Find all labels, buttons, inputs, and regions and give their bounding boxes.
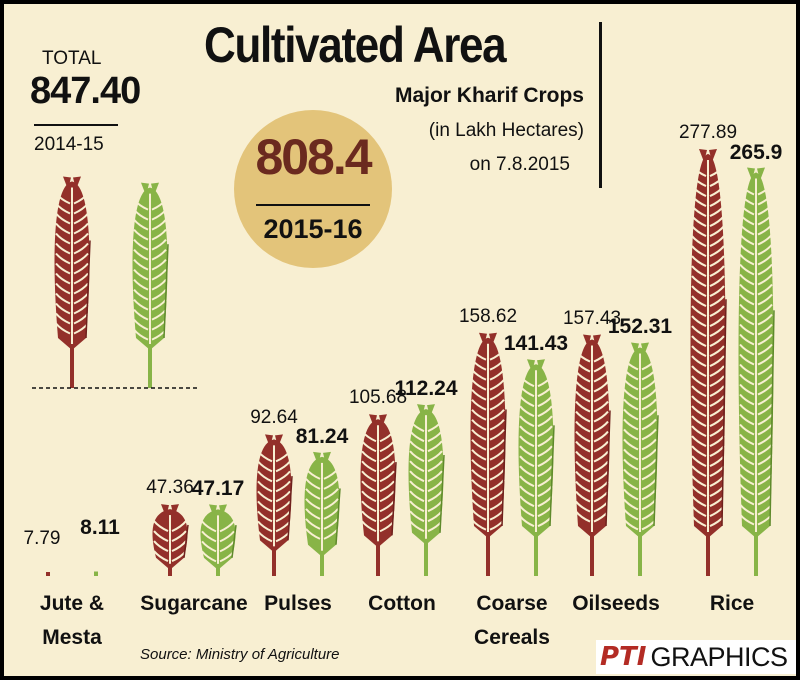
bar-2015-16-4 — [518, 359, 555, 576]
bar-2014-15-6 — [690, 149, 727, 577]
current-total: 808.4 — [255, 129, 372, 185]
value-label-2014-15-1: 47.36 — [146, 477, 194, 499]
legend-spike-2014-15 — [54, 176, 91, 388]
bar-2014-15-1 — [152, 504, 189, 576]
pti-logo-mark: PTI — [600, 642, 647, 672]
bar-2015-16-1 — [200, 504, 237, 576]
category-label-6: Rice — [672, 587, 792, 621]
source-note: Source: Ministry of Agriculture — [140, 646, 340, 663]
value-label-2014-15-0: 7.79 — [23, 528, 61, 549]
value-label-2015-16-3: 112.24 — [394, 377, 458, 401]
category-label-6-line-0: Rice — [709, 592, 755, 615]
category-label-2-line-0: Pulses — [264, 592, 332, 615]
infographic: Cultivated Area Major Kharif Crops (in L… — [4, 4, 796, 676]
value-label-2015-16-5: 152.31 — [607, 315, 673, 339]
bar-2014-15-5 — [574, 334, 611, 576]
value-label-2014-15-6: 277.89 — [678, 122, 738, 144]
as-of-date: on 7.8.2015 — [469, 154, 570, 175]
bar-2015-16-6 — [738, 167, 775, 576]
bar-2015-16-3 — [408, 404, 445, 576]
value-label-2014-15-5: 157.43 — [562, 307, 622, 329]
value-label-2014-15-3: 105.68 — [348, 387, 408, 409]
value-label-2015-16-0: 8.11 — [80, 516, 120, 539]
pti-graphics-logo: PTI GRAPHICS — [596, 640, 796, 674]
bar-2014-15-2 — [256, 434, 293, 576]
bar-2015-16-0 — [94, 571, 98, 576]
unit-label: (in Lakh Hectares) — [428, 120, 584, 141]
previous-total: 847.40 — [30, 70, 141, 112]
category-label-4: Coarse Cereals — [452, 587, 572, 655]
value-label-2015-16-1: 47.17 — [191, 477, 245, 501]
current-total-badge — [234, 110, 392, 268]
current-year-label: 2015-16 — [263, 214, 363, 244]
value-label-2014-15-4: 158.62 — [458, 305, 518, 327]
bar-2014-15-4 — [470, 332, 507, 576]
value-label-2015-16-4: 141.43 — [503, 332, 569, 356]
bar-2015-16-2 — [304, 451, 341, 576]
category-label-0-line-1: Mesta — [42, 626, 102, 649]
category-label-1-line-0: Sugarcane — [140, 592, 248, 615]
bar-2014-15-0 — [46, 572, 50, 576]
category-label-0: Jute & Mesta — [12, 587, 132, 655]
category-label-1: Sugarcane — [134, 587, 254, 621]
page-title: Cultivated Area — [204, 17, 507, 73]
category-label-5: Oilseeds — [556, 587, 676, 621]
bar-2014-15-3 — [360, 414, 397, 576]
logo-text: GRAPHICS — [650, 641, 788, 672]
chart-subtitle: Major Kharif Crops — [394, 84, 584, 107]
category-label-2: Pulses — [238, 587, 358, 621]
bar-2015-16-5 — [622, 342, 659, 576]
category-label-5-line-0: Oilseeds — [572, 592, 660, 615]
title-divider — [599, 22, 602, 188]
legend-spike-2015-16 — [132, 182, 169, 388]
value-label-2015-16-2: 81.24 — [295, 424, 349, 448]
total-label: TOTAL — [42, 48, 102, 69]
category-label-0-line-0: Jute & — [39, 592, 105, 615]
value-label-2015-16-6: 265.9 — [729, 140, 783, 164]
value-label-2014-15-2: 92.64 — [250, 407, 298, 429]
category-label-4-line-0: Coarse — [476, 592, 548, 615]
previous-year-label: 2014-15 — [34, 134, 104, 155]
category-label-4-line-1: Cereals — [474, 626, 550, 649]
category-label-3-line-0: Cotton — [368, 592, 436, 615]
category-label-3: Cotton — [342, 587, 462, 621]
total-divider — [34, 124, 118, 126]
badge-divider — [256, 204, 370, 206]
chart-canvas — [32, 149, 775, 577]
